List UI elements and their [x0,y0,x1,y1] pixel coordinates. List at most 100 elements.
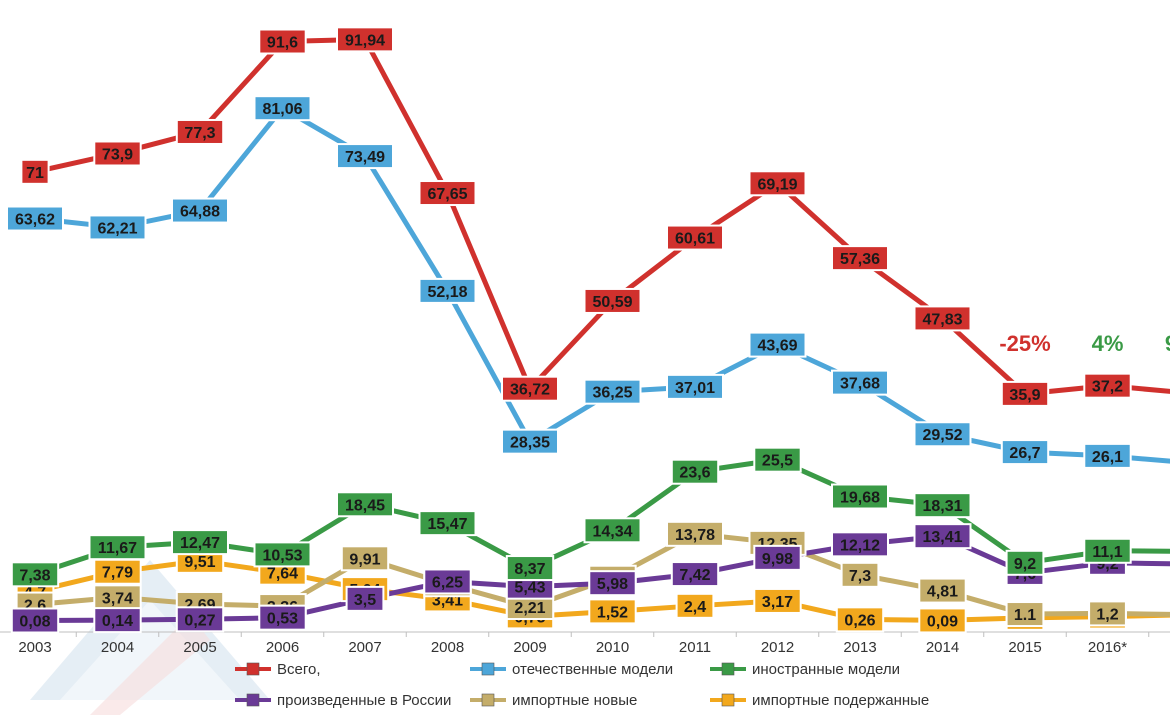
data-label: 23,6 [670,458,720,485]
data-point-box [1000,439,1050,466]
data-point-box [753,587,802,614]
data-point-box [423,568,472,595]
data-label: 73,49 [336,143,394,170]
data-label: 0,27 [175,606,225,633]
data-label-text: 3,5 [354,592,376,609]
data-label: 63,62 [6,205,64,232]
data-point-box [336,26,394,53]
data-label-text: 77,3 [184,125,215,142]
data-point-box [670,458,720,485]
data-label-text: 6,25 [432,574,463,591]
data-label-text: 0,14 [102,613,133,630]
legend-label: произведенные в России [277,692,451,709]
data-point-box [913,305,972,332]
data-label-text: 5,98 [597,576,628,593]
x-tick-label: 2013 [843,639,876,656]
data-label-text: 37,68 [840,376,880,393]
data-label: 12,47 [171,529,229,556]
data-label: 3,74 [93,584,142,611]
data-point-box [175,118,225,145]
data-label: 9,2 [1005,549,1045,576]
data-label-text: 0,09 [927,613,958,630]
data-point-box [748,331,807,358]
data-label-text: 19,68 [840,489,880,506]
data-label-text: 62,21 [97,220,137,237]
data-label-text: 0,53 [267,611,298,628]
legend-label: импортные новые [512,692,637,709]
data-point-box [10,561,60,588]
data-label: 4,81 [918,577,967,604]
data-label: 7,42 [670,561,720,588]
data-label-text: 36,72 [510,382,550,399]
data-label-text: 9,91 [349,551,380,568]
data-label-text: 7,64 [267,566,298,583]
data-label-text: 13,78 [675,527,715,544]
data-label-text: 1,52 [597,604,628,621]
data-label-text: 1.1 [1014,607,1036,624]
x-tick-label: 2006 [266,639,299,656]
x-tick-label: 2003 [18,639,51,656]
data-label-text: 37,01 [675,380,715,397]
data-label-text: 0,26 [844,612,875,629]
data-point-box [831,245,889,272]
data-label-text: 18,45 [345,497,385,514]
data-label: 50,59 [583,287,642,314]
legend-item: произведенные в России [235,692,451,709]
data-point-box [583,287,642,314]
data-point-box [501,428,559,455]
data-label: 0,53 [258,604,307,631]
legend-marker [481,693,495,707]
data-point-box [253,95,312,122]
x-tick-label: 2008 [431,639,464,656]
data-label-text: 11,1 [1092,544,1122,561]
data-label-text: 26,1 [1092,449,1123,466]
data-point-box [831,531,889,558]
data-point-box [418,510,477,537]
data-label-text: 5,43 [514,580,545,597]
legend-item: импортные новые [470,692,637,709]
data-point-box [913,492,972,519]
watermark-logo [30,560,270,715]
legend-label: отечественные модели [512,661,673,678]
data-label: 64,88 [171,197,229,224]
data-label-text: 2,21 [514,600,545,617]
data-label-text: 0,27 [184,612,215,629]
data-point-box [913,421,972,448]
data-label: 26,1 [1083,442,1132,469]
data-point-box [258,604,307,631]
data-label: 7,79 [93,558,142,585]
data-label: 81,06 [253,95,312,122]
data-label: 37,2 [1083,372,1132,399]
data-label: 57,36 [831,245,889,272]
data-label: 6,25 [423,568,472,595]
data-label: 15,47 [418,510,477,537]
data-label-text: 47,83 [922,311,962,328]
data-point-box [835,606,885,633]
x-tick-label: 2015 [1008,639,1041,656]
data-label-text: 2,4 [684,599,706,616]
data-point-box [1083,372,1132,399]
x-tick-label: 2016* [1088,639,1127,656]
x-tick-label: 2014 [926,639,959,656]
data-label-text: 37,2 [1092,379,1123,396]
data-point-box [93,140,142,167]
data-label-text: 13,41 [922,529,962,546]
data-point-box [93,584,142,611]
data-point-box [748,170,807,197]
legend-item: иностранные модели [710,661,900,678]
data-label: 0,08 [10,607,60,634]
x-tick-label: 2007 [348,639,381,656]
data-label: 5,98 [588,570,637,597]
data-label-text: 52,18 [427,284,467,301]
data-point-box [171,197,229,224]
data-label-text: 26,7 [1009,445,1040,462]
data-label: 71 [20,158,50,185]
data-point-box [505,555,555,582]
data-label-text: 29,52 [922,427,962,444]
data-label-text: 81,06 [262,101,302,118]
data-label-text: 10,53 [262,547,302,564]
data-label: 1,52 [588,598,637,625]
data-point-box [340,545,390,572]
x-axis: 2003 2004 2005 2006 2007 2008 2009 2010 2011 2012… [0,631,1170,656]
data-label: 8,37 [505,555,555,582]
